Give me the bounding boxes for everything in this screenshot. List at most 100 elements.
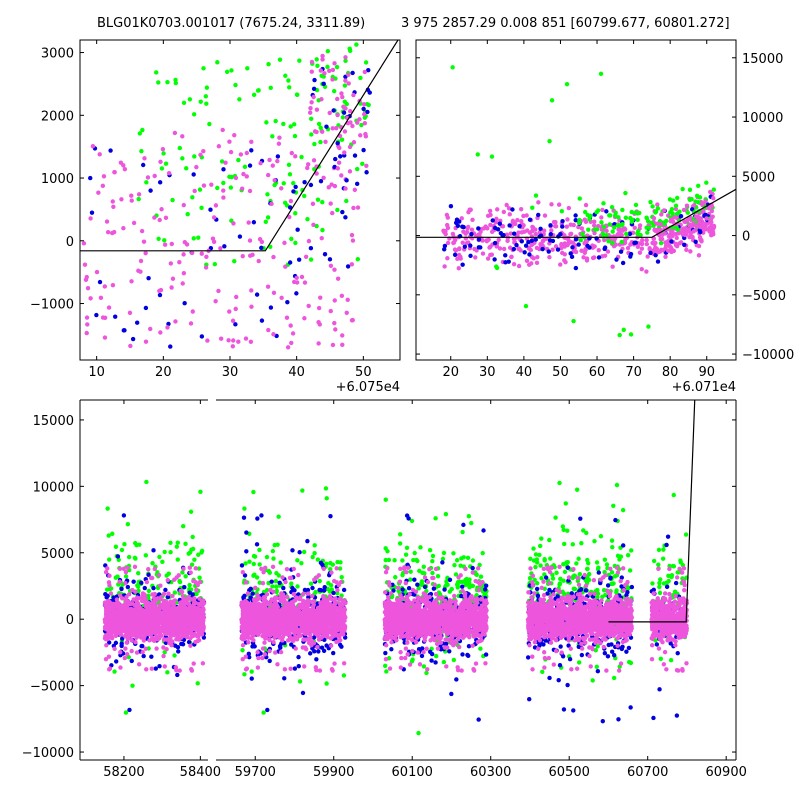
data-point [248,189,252,193]
data-point [524,244,528,248]
data-point [632,241,636,245]
data-point [241,633,245,637]
data-point [684,248,688,252]
data-point [659,248,663,252]
data-point [312,78,316,82]
data-point [677,210,681,214]
data-point [350,124,354,128]
data-point [285,567,289,571]
data-point [167,603,171,607]
data-point [468,254,472,258]
data-point [94,313,98,317]
x-tick-label: 40 [288,365,305,380]
data-point [267,659,271,663]
data-point [297,664,301,668]
data-point [181,628,185,632]
data-point [164,161,168,165]
data-point [335,141,339,145]
data-point [156,237,160,241]
data-point [311,223,315,227]
data-point [151,548,155,552]
data-point [288,172,292,176]
data-point [507,223,511,227]
data-point [616,227,620,231]
data-point [611,229,615,233]
data-point [680,187,684,191]
data-point [303,280,307,284]
data-point [219,337,223,341]
data-point [257,259,261,263]
data-point [270,134,274,138]
data-point [127,555,131,559]
data-point [136,601,140,605]
data-point [296,655,300,659]
data-point [154,646,158,650]
data-point [320,200,324,204]
data-point [309,257,313,261]
data-point [353,188,357,192]
data-point [124,710,128,714]
data-point [308,651,312,655]
data-point [585,244,589,248]
data-point [311,202,315,206]
data-point [350,262,354,266]
data-point [232,259,236,263]
data-point [323,252,327,256]
data-point [104,657,108,661]
data-point [517,264,521,268]
data-point [469,208,473,212]
data-point [135,320,139,324]
data-point [702,225,706,229]
data-point [275,159,279,163]
data-point [278,57,282,61]
data-point [535,261,539,265]
data-point [442,264,446,268]
data-point [121,163,125,167]
data-point [176,557,180,561]
data-point [107,580,111,584]
data-point [249,669,253,673]
data-point [133,556,137,560]
data-point [350,233,354,237]
data-point [476,232,480,236]
data-point [158,293,162,297]
data-point [317,573,321,577]
data-point [135,650,139,654]
data-point [142,617,146,621]
data-point [549,202,553,206]
data-point [346,264,350,268]
data-point [688,188,692,192]
data-point [574,250,578,254]
data-point [162,550,166,554]
data-point [287,163,291,167]
data-point [182,585,186,589]
data-point [252,220,256,224]
data-point [549,228,553,232]
data-point [328,201,332,205]
data-point [281,586,285,590]
data-point [328,514,332,518]
data-point [231,319,235,323]
data-point [245,151,249,155]
data-point [629,332,633,336]
data-point [305,166,309,170]
data-point [527,252,531,256]
data-point [712,224,716,228]
data-point [339,91,343,95]
data-point [181,567,185,571]
data-point [88,176,92,180]
data-point [181,594,185,598]
data-point [674,204,678,208]
data-point [604,233,608,237]
data-point [599,72,603,76]
data-point [182,203,186,207]
data-point [339,580,343,584]
data-point [191,172,195,176]
data-point [90,210,94,214]
data-point [161,654,165,658]
data-point [361,107,365,111]
data-point [265,555,269,559]
data-point [310,594,314,598]
data-point [244,549,248,553]
data-point [341,105,345,109]
